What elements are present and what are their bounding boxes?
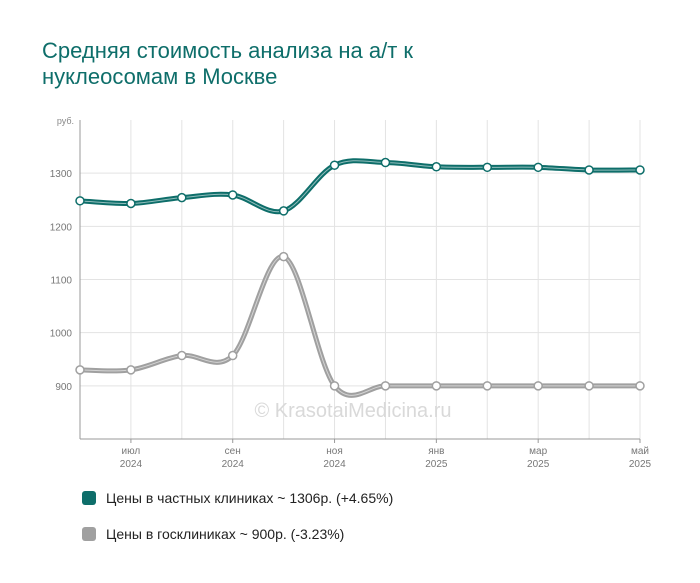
data-point-public	[329, 381, 340, 391]
data-point-public	[380, 381, 391, 391]
y-tick-label: 1100	[50, 276, 72, 287]
data-point-private	[584, 165, 594, 175]
x-tick-label-year: 2024	[120, 459, 143, 470]
data-point-public	[584, 381, 594, 391]
data-point-private	[227, 190, 238, 200]
data-point-public	[126, 365, 136, 375]
chart-title: Средняя стоимость анализа на а/т к нукле…	[42, 38, 562, 90]
data-point-private	[431, 162, 442, 172]
x-tick-label: сен	[225, 446, 241, 457]
series-line-highlight-public	[79, 256, 640, 396]
data-point-private	[533, 162, 543, 173]
legend-swatch-private	[82, 491, 96, 505]
y-tick-label: 900	[55, 382, 72, 393]
x-tick-label-year: 2024	[323, 459, 346, 470]
x-tick-label-year: 2024	[222, 459, 245, 470]
data-point-public	[177, 350, 187, 361]
data-point-private	[329, 160, 340, 170]
x-tick-label-year: 2025	[629, 459, 652, 470]
x-tick-label-year: 2025	[527, 459, 550, 470]
x-tick-label: мар	[529, 446, 547, 457]
series-line-highlight-private	[79, 160, 641, 213]
chart-title-line-2: нуклеосомам в Москве	[42, 64, 278, 89]
y-tick-label: 1200	[50, 222, 73, 233]
x-tick-label: июл	[122, 446, 141, 457]
legend-label-private: Цены в частных клиниках ~ 1306р. (+4.65%…	[106, 490, 394, 506]
data-point-private	[75, 196, 85, 206]
legend-swatch-public	[82, 527, 96, 541]
data-point-private	[635, 165, 645, 175]
x-tick-label-year: 2025	[425, 459, 448, 470]
y-tick-label: 1300	[50, 169, 73, 180]
data-point-public	[533, 381, 543, 391]
data-point-public	[635, 381, 645, 391]
series-line-public	[77, 254, 643, 398]
x-tick-label: май	[631, 446, 649, 457]
data-point-private	[177, 192, 187, 203]
legend-label-public: Цены в госклиниках ~ 900р. (-3.23%)	[106, 526, 345, 542]
x-tick-label: ноя	[326, 446, 343, 457]
data-point-private	[380, 157, 391, 168]
y-tick-label: 1000	[50, 329, 73, 340]
watermark: © KrasotaiMedicina.ru	[254, 400, 451, 422]
data-point-private	[126, 198, 136, 209]
data-point-public	[482, 381, 493, 391]
chart-title-line-1: Средняя стоимость анализа на а/т к	[42, 38, 414, 63]
data-point-private	[482, 162, 493, 173]
data-point-public	[75, 365, 85, 375]
data-point-public	[227, 350, 238, 361]
data-point-private	[278, 206, 289, 216]
legend-item-public[interactable]: Цены в госклиниках ~ 900р. (-3.23%)	[82, 526, 344, 542]
legend-item-private[interactable]: Цены в частных клиниках ~ 1306р. (+4.65%…	[82, 490, 393, 506]
data-point-public	[278, 251, 289, 262]
data-point-public	[431, 381, 442, 391]
x-tick-label: янв	[428, 446, 444, 457]
y-unit-label: руб.	[57, 116, 74, 126]
